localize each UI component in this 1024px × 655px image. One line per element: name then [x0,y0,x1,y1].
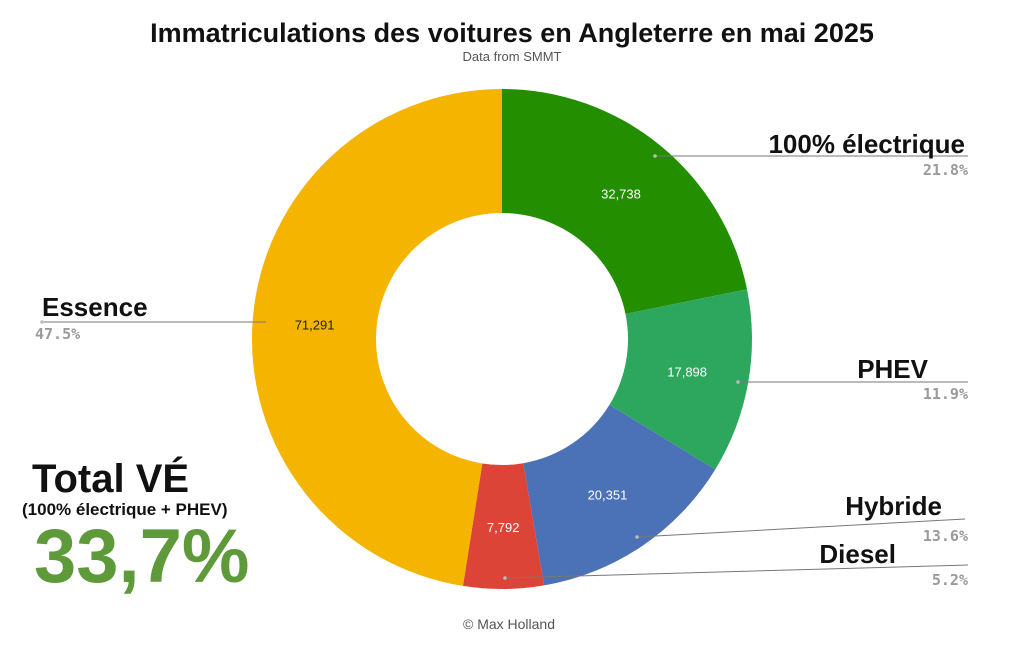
leader-line-hybride [636,518,966,538]
slice-diesel [462,463,545,589]
value-label-essence: 71,291 [295,317,335,332]
percent-label-hybride: 13.6% [923,527,968,545]
leader-dot-hybride [635,535,639,539]
percent-label-phev: 11.9% [923,385,968,403]
value-label-phev: 17,898 [667,365,707,380]
value-label-hybride: 20,351 [588,488,628,503]
value-label-100-lectrique: 32,738 [601,186,641,201]
chart-title: Immatriculations des voitures en Anglete… [150,18,874,48]
slice-100-lectrique [502,89,748,314]
chart-subtitle: Data from SMMT [463,49,562,64]
slice-value-labels: 32,738 17,898 20,351 7,792 71,291 [295,186,707,535]
leader-line-diesel [504,564,969,579]
percent-label-diesel: 5.2% [932,571,968,589]
credit: © Max Holland [463,616,555,632]
total-ev-title: Total VÉ [32,456,189,501]
value-label-diesel: 7,792 [487,520,520,535]
leader-dot-phev [736,380,740,384]
category-label-phev: PHEV [857,354,928,384]
donut-slices [251,89,752,589]
leader-dot-essence [40,320,44,324]
slice-hybride [523,404,716,586]
slice-phev [609,289,752,470]
slice-essence [251,89,502,586]
percent-label-100-lectrique: 21.8% [923,161,968,179]
category-label-diesel: Diesel [819,539,896,569]
total-ev-value: 33,7% [34,514,250,599]
percent-label-essence: 47.5% [35,325,80,343]
total-ev-subtitle: (100% électrique + PHEV) [22,500,228,519]
category-label-hybride: Hybride [845,491,942,521]
leader-dot-diesel [503,576,507,580]
leader-lines [40,154,969,580]
leader-dot-100-lectrique [653,154,657,158]
category-label-100-lectrique: 100% électrique [768,129,965,159]
category-label-essence: Essence [42,292,148,322]
